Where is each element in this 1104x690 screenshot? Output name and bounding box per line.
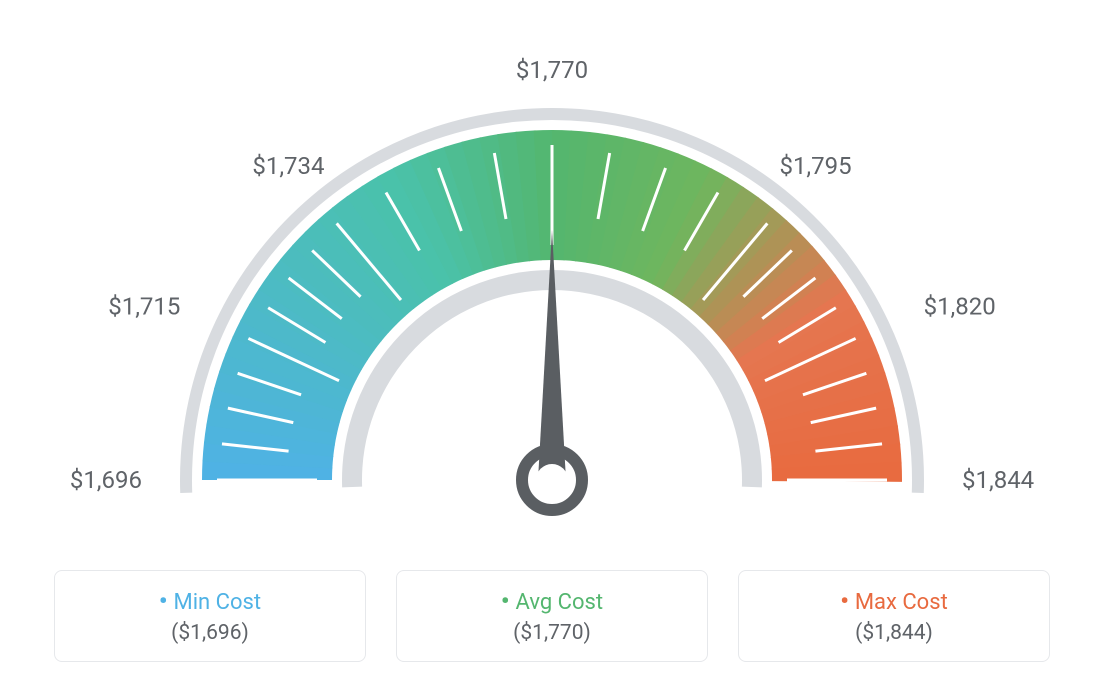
gauge-needle [538,230,566,480]
gauge-tick-label: $1,770 [516,56,588,84]
legend-row: Min Cost ($1,696) Avg Cost ($1,770) Max … [0,570,1104,662]
cost-gauge-chart: $1,696 $1,715 $1,734 $1,770 $1,795 $1,820 $1,8… [0,0,1104,690]
legend-label-max: Max Cost [759,587,1029,615]
gauge-tick-label: $1,795 [779,152,851,180]
legend-label-min: Min Cost [75,587,345,615]
gauge-svg: $1,696 $1,715 $1,734 $1,770 $1,795 $1,820 $1,8… [0,0,1104,560]
gauge-tick-label: $1,844 [962,466,1034,494]
gauge-tick-label: $1,820 [924,293,996,321]
legend-value-max: ($1,844) [759,621,1029,645]
legend-box-max: Max Cost ($1,844) [738,570,1050,662]
legend-box-avg: Avg Cost ($1,770) [396,570,708,662]
legend-value-min: ($1,696) [75,621,345,645]
gauge-tick-label: $1,734 [252,152,324,180]
legend-value-avg: ($1,770) [417,621,687,645]
needle-hub-center [536,464,568,496]
gauge-tick-label: $1,715 [108,293,180,321]
legend-box-min: Min Cost ($1,696) [54,570,366,662]
legend-label-avg: Avg Cost [417,587,687,615]
gauge-tick-label: $1,696 [70,466,142,494]
